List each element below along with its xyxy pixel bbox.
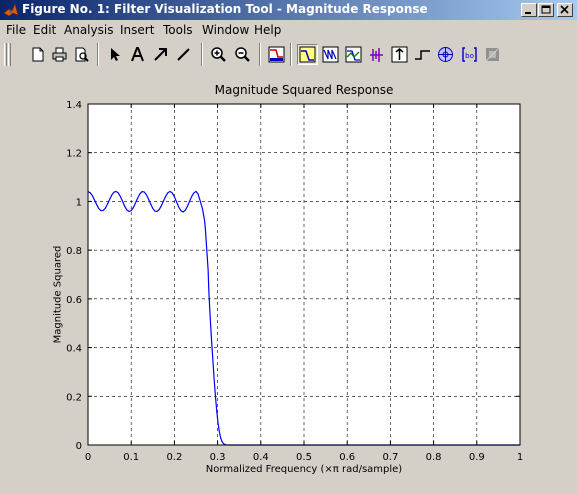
insert-arrow-icon — [154, 48, 167, 61]
magnitude-response-button[interactable] — [297, 44, 318, 65]
print-preview-button[interactable] — [71, 44, 92, 65]
toolbar: bo — [0, 40, 577, 70]
menu-tools[interactable]: Tools — [163, 23, 193, 37]
menu-edit[interactable]: Edit — [33, 23, 57, 37]
maximize-button[interactable] — [538, 3, 554, 17]
close-button[interactable] — [557, 3, 573, 17]
x-tick-label: 0.3 — [210, 452, 226, 463]
group-delay-button[interactable] — [366, 44, 387, 65]
print-preview-icon — [75, 47, 89, 62]
minimize-icon — [525, 12, 531, 14]
new-file-button[interactable] — [27, 44, 48, 65]
filter-specifications-icon — [268, 46, 285, 63]
toolbar-separator — [201, 43, 203, 66]
filter-coefficients-icon: bo — [462, 47, 477, 62]
y-tick-label: 1.2 — [66, 149, 82, 160]
plot-title: Magnitude Squared Response — [214, 83, 394, 97]
figure-canvas: Magnitude Squared Response 0 0.1 0.2 0.3 0.4… — [0, 71, 577, 494]
magnitude-response-icon — [299, 46, 316, 63]
insert-line-icon — [177, 48, 190, 61]
toolbar-separator — [97, 43, 99, 66]
filter-specifications-button[interactable] — [266, 44, 287, 65]
minimize-button[interactable] — [521, 3, 537, 17]
new-file-icon — [32, 47, 44, 62]
insert-text-icon — [131, 47, 144, 62]
matlab-logo-icon — [3, 3, 19, 17]
toolbar-separator — [290, 43, 292, 66]
filter-information-button[interactable] — [482, 44, 503, 65]
menu-file[interactable]: File — [6, 23, 27, 37]
window-title: Figure No. 1: Filter Visualization Tool … — [22, 2, 428, 16]
step-response-button[interactable] — [412, 44, 433, 65]
impulse-response-icon — [391, 46, 408, 63]
toolbar-separator — [259, 43, 261, 66]
magnitude-phase-icon — [345, 46, 362, 63]
x-tick-label: 0.2 — [166, 452, 182, 463]
select-arrow-icon — [111, 48, 120, 61]
x-tick-label: 0.1 — [123, 452, 139, 463]
print-icon — [52, 47, 67, 62]
zoom-out-button[interactable] — [232, 44, 253, 65]
x-tick-label: 0.4 — [253, 452, 269, 463]
step-response-icon — [415, 50, 430, 60]
y-tick-label: 0.8 — [66, 246, 82, 257]
menu-help[interactable]: Help — [254, 23, 282, 37]
filter-information-icon — [485, 47, 500, 62]
x-tick-label: 0.7 — [382, 452, 398, 463]
maximize-icon — [541, 5, 551, 14]
filter-coefficients-button[interactable]: bo — [459, 44, 480, 65]
y-tick-label: 1.4 — [66, 100, 82, 111]
select-button[interactable] — [104, 44, 125, 65]
x-tick-label: 0.5 — [296, 452, 312, 463]
print-button[interactable] — [49, 44, 70, 65]
y-tick-label: 0.6 — [66, 295, 82, 306]
insert-text-button[interactable] — [127, 44, 148, 65]
close-icon — [560, 5, 569, 14]
x-axis-label: Normalized Frequency (×π rad/sample) — [205, 464, 403, 475]
title-bar[interactable]: Figure No. 1: Filter Visualization Tool … — [0, 0, 577, 20]
zoom-out-icon — [235, 47, 250, 62]
x-tick-label: 0.6 — [339, 452, 355, 463]
magnitude-response-chart[interactable]: 0 0.1 0.2 0.3 0.4 0.5 0.6 0.7 0.8 0.9 1 0 0.2 0.4 0.6 0… — [0, 71, 577, 494]
x-tick-label: 0 — [85, 452, 91, 463]
toolbar-grip[interactable] — [8, 43, 11, 66]
axes-box — [87, 103, 521, 446]
group-delay-icon — [370, 48, 383, 62]
svg-text:bo: bo — [465, 52, 474, 60]
y-tick-label: 0.2 — [66, 392, 82, 403]
y-axis-label: Magnitude Squared — [52, 245, 64, 344]
insert-line-button[interactable] — [173, 44, 194, 65]
toolbar-grip[interactable] — [4, 43, 7, 66]
pole-zero-icon — [438, 47, 453, 62]
y-tick-label: 0 — [76, 441, 82, 452]
phase-response-button[interactable] — [320, 44, 341, 65]
zoom-in-icon — [211, 47, 226, 62]
y-tick-label: 0.4 — [66, 344, 82, 355]
magnitude-phase-button[interactable] — [343, 44, 364, 65]
menu-analysis[interactable]: Analysis — [64, 23, 114, 37]
phase-response-icon — [322, 46, 339, 63]
impulse-response-button[interactable] — [389, 44, 410, 65]
x-tick-label: 1 — [517, 452, 523, 463]
x-tick-label: 0.9 — [469, 452, 485, 463]
zoom-in-button[interactable] — [208, 44, 229, 65]
pole-zero-button[interactable] — [435, 44, 456, 65]
y-tick-label: 1 — [76, 197, 82, 208]
x-tick-label: 0.8 — [426, 452, 442, 463]
magnitude-series-line — [87, 190, 520, 446]
insert-arrow-button[interactable] — [150, 44, 171, 65]
menu-insert[interactable]: Insert — [120, 23, 155, 37]
menu-window[interactable]: Window — [202, 23, 250, 37]
menu-bar: File Edit Analysis Insert Tools Window H… — [0, 20, 577, 39]
